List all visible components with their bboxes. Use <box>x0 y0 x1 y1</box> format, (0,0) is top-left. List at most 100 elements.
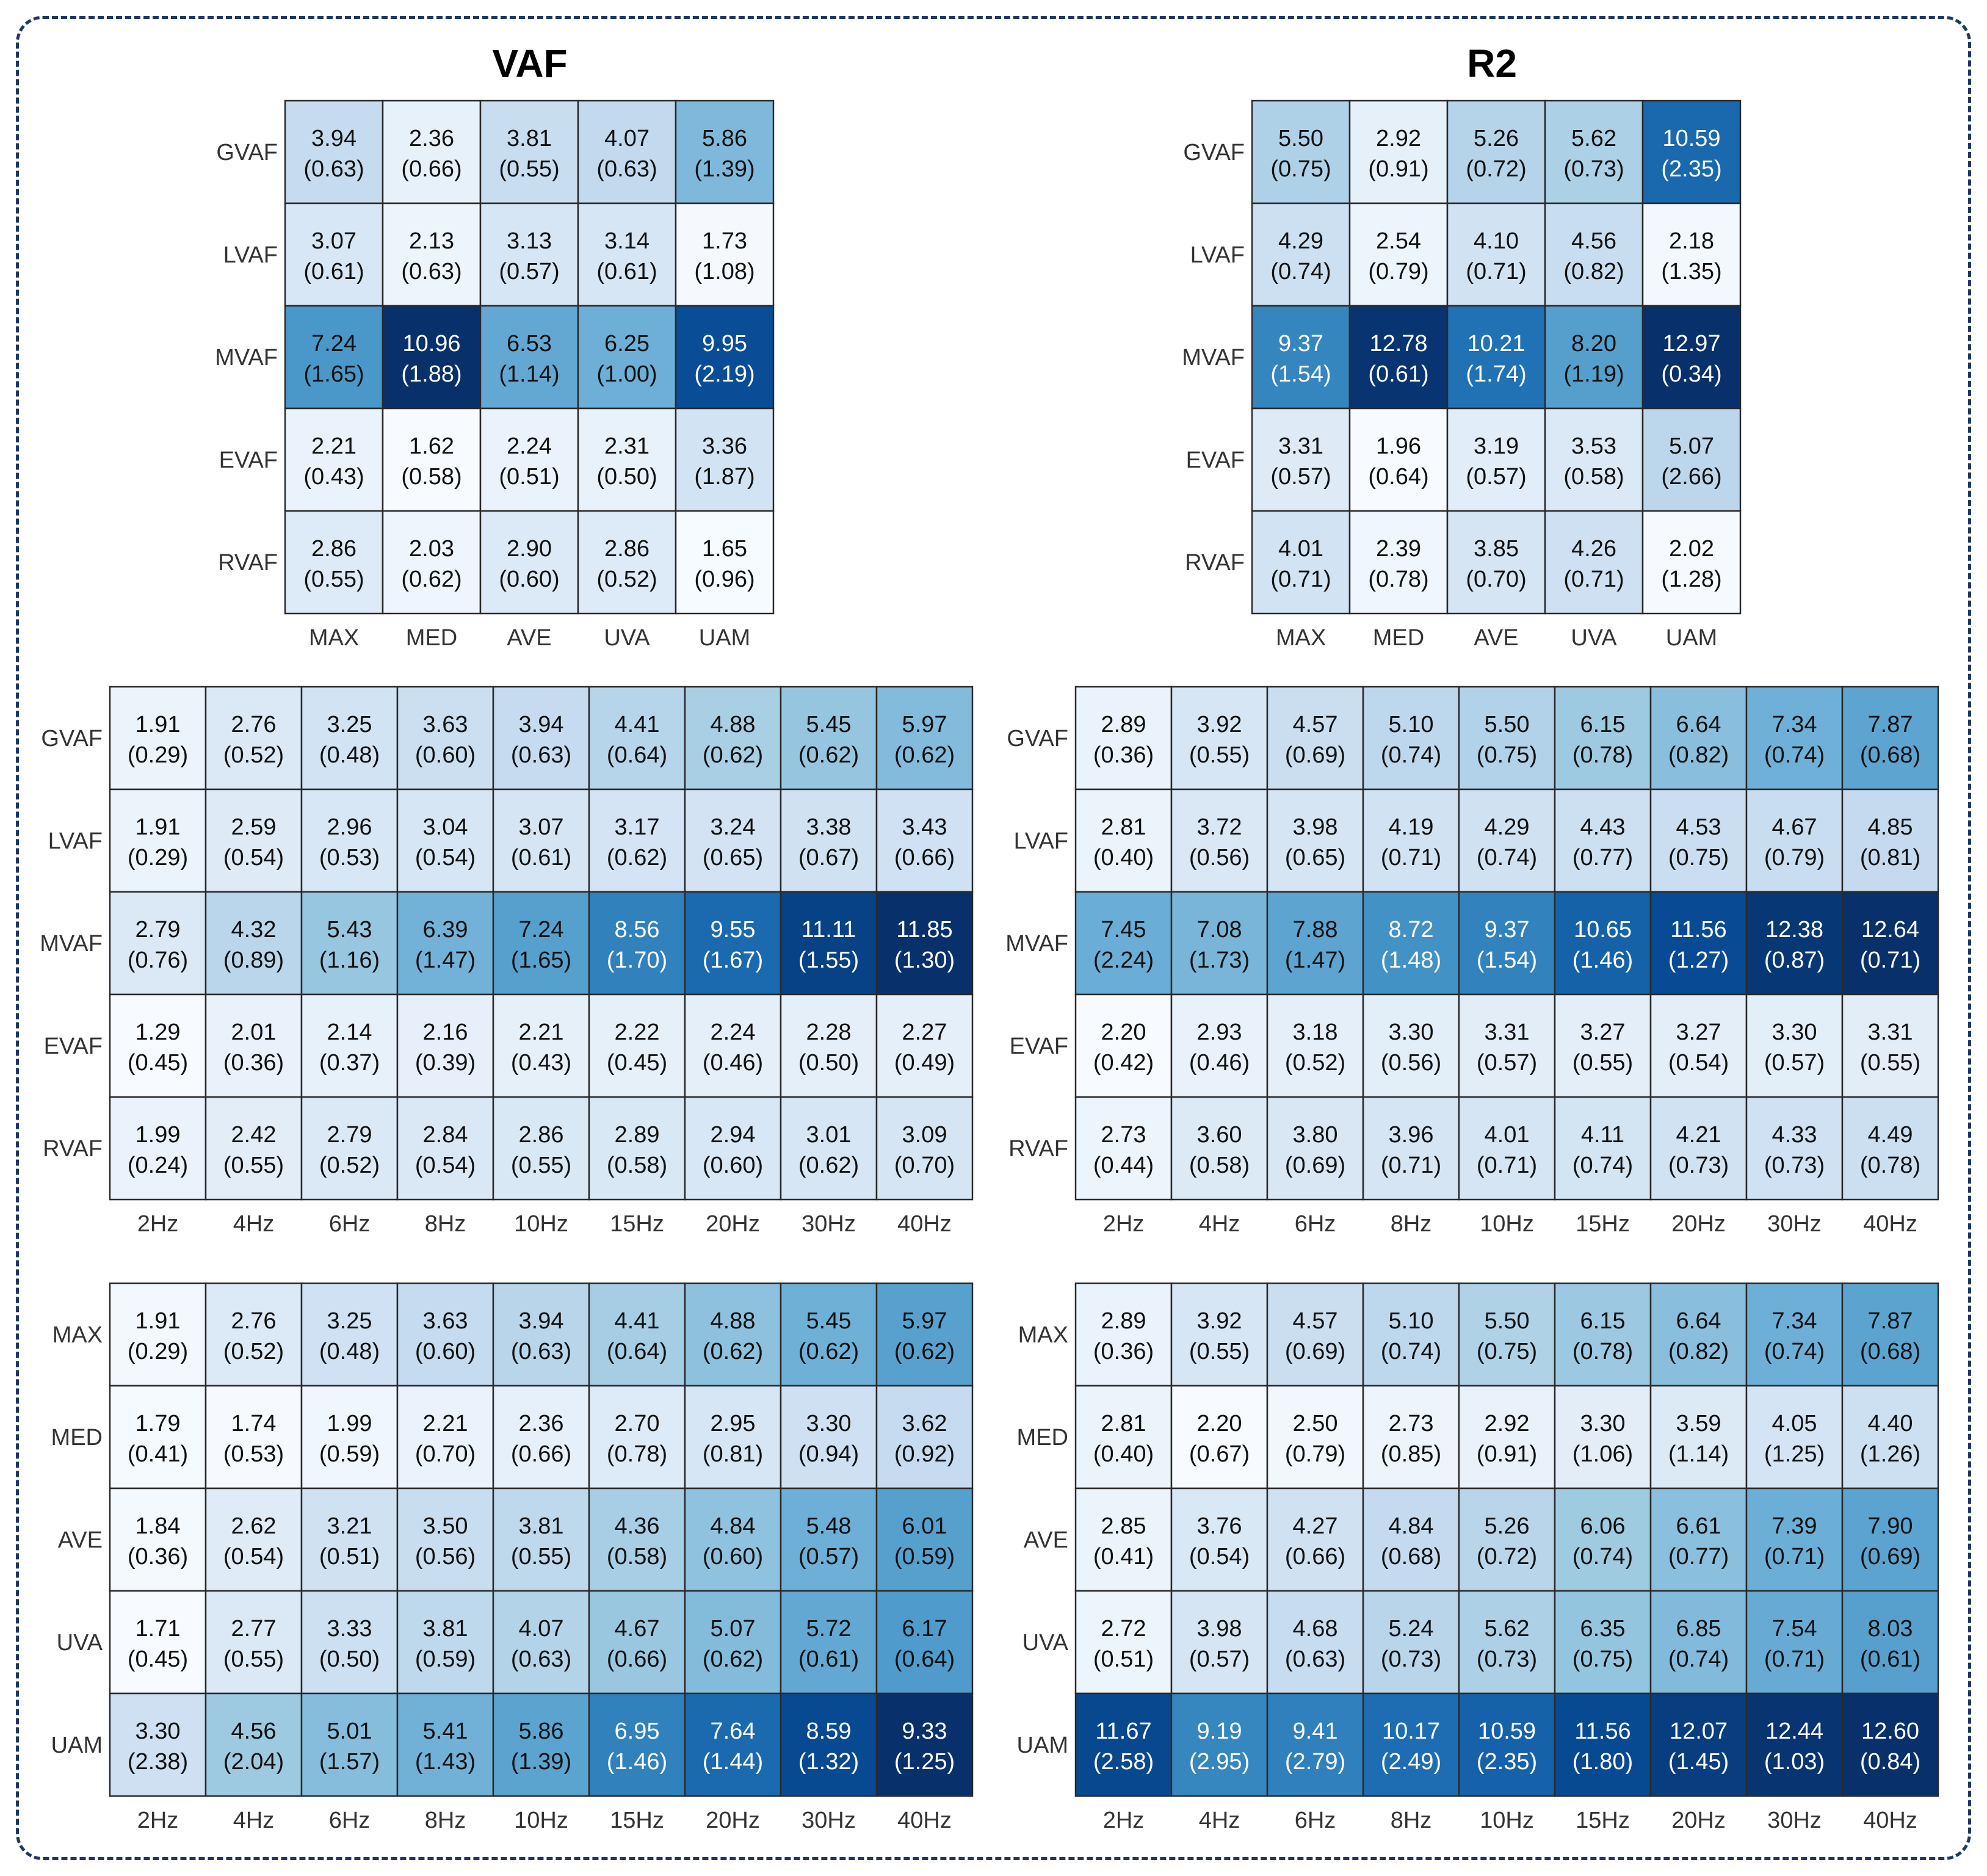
heatmap-cell <box>684 1590 782 1695</box>
row-label: GVAF <box>1007 726 1068 751</box>
cell-value: 2.86 <box>311 536 357 562</box>
cell-sd: (1.19) <box>1563 361 1624 387</box>
cell-value: 5.01 <box>327 1718 372 1744</box>
cell-sd: (0.60) <box>415 742 476 768</box>
cell-sd: (0.58) <box>1189 1153 1250 1178</box>
heatmap-cell <box>1362 1385 1460 1490</box>
cell-sd: (0.57) <box>1764 1050 1825 1076</box>
cell-sd: (0.63) <box>511 1339 571 1364</box>
cell-value: 5.86 <box>702 126 747 151</box>
cell-value: 2.89 <box>1101 712 1146 737</box>
vaf-title: VAF <box>492 42 567 85</box>
cell-sd: (1.88) <box>401 361 461 387</box>
heatmap-cell <box>204 1590 303 1695</box>
cell-value: 2.13 <box>409 228 454 254</box>
cell-value: 4.29 <box>1278 228 1323 254</box>
cell-sd: (0.61) <box>1368 361 1428 387</box>
heatmap-cell <box>1745 1282 1844 1387</box>
heatmap-cell <box>1554 1487 1652 1592</box>
cell-sd: (0.73) <box>1764 1153 1825 1178</box>
cell-sd: (0.54) <box>415 845 476 871</box>
cell-sd: (1.47) <box>1285 947 1345 973</box>
cell-sd: (0.71) <box>1466 259 1526 284</box>
heatmap-cell <box>875 788 974 893</box>
heatmap-cell <box>1841 1590 1939 1695</box>
heatmap-cell <box>1841 1282 1939 1387</box>
heatmap-cell <box>396 1590 494 1695</box>
cell-value: 11.11 <box>802 917 856 943</box>
row-label: UVA <box>57 1630 103 1656</box>
heatmap-cell <box>492 1487 590 1592</box>
heatmap-cell <box>1446 100 1546 205</box>
column-label: 20Hz <box>1671 1211 1726 1237</box>
cell-value: 2.89 <box>615 1122 660 1148</box>
cell-value: 6.64 <box>1676 712 1721 737</box>
heatmap-cell <box>1841 891 1939 996</box>
column-label: 8Hz <box>425 1808 466 1833</box>
cell-sd: (1.39) <box>694 156 755 182</box>
cell-sd: (0.54) <box>223 845 284 871</box>
cell-sd: (0.81) <box>1860 845 1920 871</box>
heatmap-cell <box>684 1282 782 1387</box>
cell-value: 5.07 <box>1669 433 1714 459</box>
cell-sd: (0.82) <box>1668 742 1729 768</box>
cell-sd: (0.75) <box>1477 1339 1537 1364</box>
cell-value: 9.37 <box>1278 331 1323 357</box>
heatmap-cell <box>1841 1692 1939 1797</box>
row-label: RVAF <box>1185 550 1245 576</box>
cell-value: 2.79 <box>136 917 181 943</box>
cell-value: 3.59 <box>1676 1411 1721 1436</box>
cell-sd: (0.69) <box>1860 1544 1920 1570</box>
cell-sd: (0.24) <box>128 1153 188 1178</box>
cell-value: 2.50 <box>1293 1411 1338 1436</box>
cell-value: 7.34 <box>1772 1308 1817 1334</box>
heatmap-cell <box>588 993 686 1098</box>
cell-value: 11.67 <box>1095 1718 1151 1744</box>
heatmap-cell <box>1074 1096 1173 1201</box>
cell-sd: (0.34) <box>1661 361 1721 387</box>
heatmap-cell <box>396 788 494 893</box>
heatmap-cell <box>492 1590 590 1695</box>
cell-sd: (1.44) <box>703 1749 763 1775</box>
cell-value: 2.20 <box>1197 1411 1242 1436</box>
cell-value: 8.20 <box>1571 331 1616 357</box>
cell-value: 3.31 <box>1278 433 1323 459</box>
row-label: MAX <box>1018 1322 1068 1348</box>
cell-sd: (0.41) <box>1093 1544 1154 1570</box>
column-label: 10Hz <box>1480 1808 1534 1833</box>
cell-value: 2.03 <box>409 536 454 562</box>
cell-sd: (1.28) <box>1661 567 1721 592</box>
heatmap-cell <box>492 788 590 893</box>
cell-sd: (0.74) <box>1573 1544 1633 1570</box>
cell-sd: (0.62) <box>607 845 667 871</box>
cell-value: 2.01 <box>231 1019 277 1045</box>
row-label: EVAF <box>219 447 278 473</box>
cell-value: 2.85 <box>1101 1513 1146 1539</box>
column-label: 6Hz <box>1295 1808 1336 1833</box>
cell-value: 5.62 <box>1485 1616 1530 1642</box>
row-label: UVA <box>1022 1630 1069 1656</box>
heatmap-cell <box>204 1487 303 1592</box>
cell-sd: (0.64) <box>1368 464 1428 490</box>
heatmap-cell <box>577 202 677 307</box>
cell-sd: (0.36) <box>223 1050 284 1076</box>
heatmap-3: GVAF 1.91 (0.29) 2.76 (0.52) 3.25 (0.48) 3.63 (0… <box>40 686 974 1237</box>
heatmap-cell <box>479 100 579 205</box>
column-label: 20Hz <box>706 1808 760 1833</box>
cell-value: 7.08 <box>1197 917 1242 943</box>
heatmap-cell <box>1841 686 1939 791</box>
cell-sd: (0.36) <box>1093 1339 1154 1364</box>
cell-sd: (0.77) <box>1573 845 1633 871</box>
heatmap-cell <box>875 1385 974 1490</box>
heatmap-cell <box>1266 1590 1364 1695</box>
cell-sd: (0.52) <box>596 567 657 592</box>
cell-value: 10.65 <box>1574 917 1632 943</box>
cell-value: 5.97 <box>902 1308 947 1334</box>
cell-value: 2.70 <box>615 1411 660 1436</box>
cell-sd: (1.16) <box>319 947 380 973</box>
cell-sd: (0.57) <box>499 259 559 284</box>
heatmap-cell <box>1074 1282 1173 1387</box>
cell-value: 3.81 <box>423 1616 468 1642</box>
cell-value: 5.50 <box>1485 712 1530 737</box>
column-label: 10Hz <box>514 1808 568 1833</box>
